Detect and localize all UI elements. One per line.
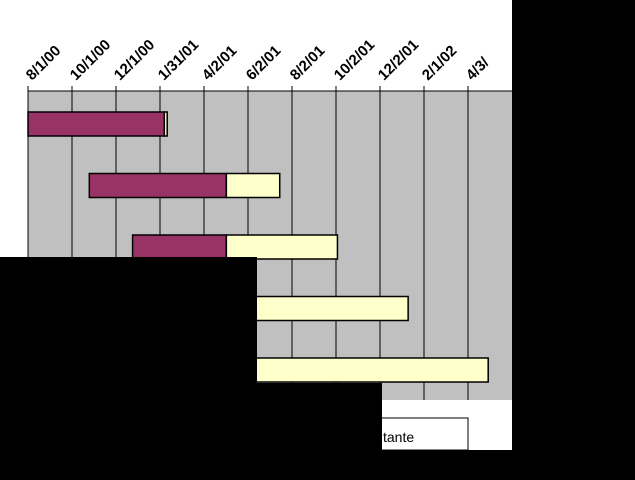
x-tick-label: 4/3/ (463, 54, 493, 84)
legend-label-remaining: tante (383, 429, 414, 445)
x-tick-label: 4/2/01 (199, 42, 241, 84)
bar-completed (27, 111, 166, 137)
occluder-right (512, 0, 635, 480)
x-tick-label: 12/1/00 (111, 36, 158, 83)
x-tick-label: 8/1/00 (23, 42, 65, 84)
bar-remaining (225, 172, 281, 199)
occluder-left-block (0, 257, 257, 480)
x-tick-label: 2/1/02 (419, 42, 461, 84)
x-tick-label: 1/31/01 (155, 36, 202, 83)
x-tick-label: 8/2/01 (287, 42, 329, 84)
bar-completed (131, 234, 228, 260)
x-tick-label: 10/2/01 (331, 36, 378, 83)
occluder-bottom-middle (257, 383, 382, 480)
occluder-bottom-edge (0, 474, 635, 480)
x-tick-label: 10/1/00 (67, 36, 114, 83)
x-tick-label: 6/2/01 (243, 42, 285, 84)
bar-remaining (163, 111, 168, 137)
bar-remaining (225, 234, 339, 260)
x-tick-label: 12/2/01 (375, 36, 422, 83)
bar-completed (88, 172, 228, 199)
